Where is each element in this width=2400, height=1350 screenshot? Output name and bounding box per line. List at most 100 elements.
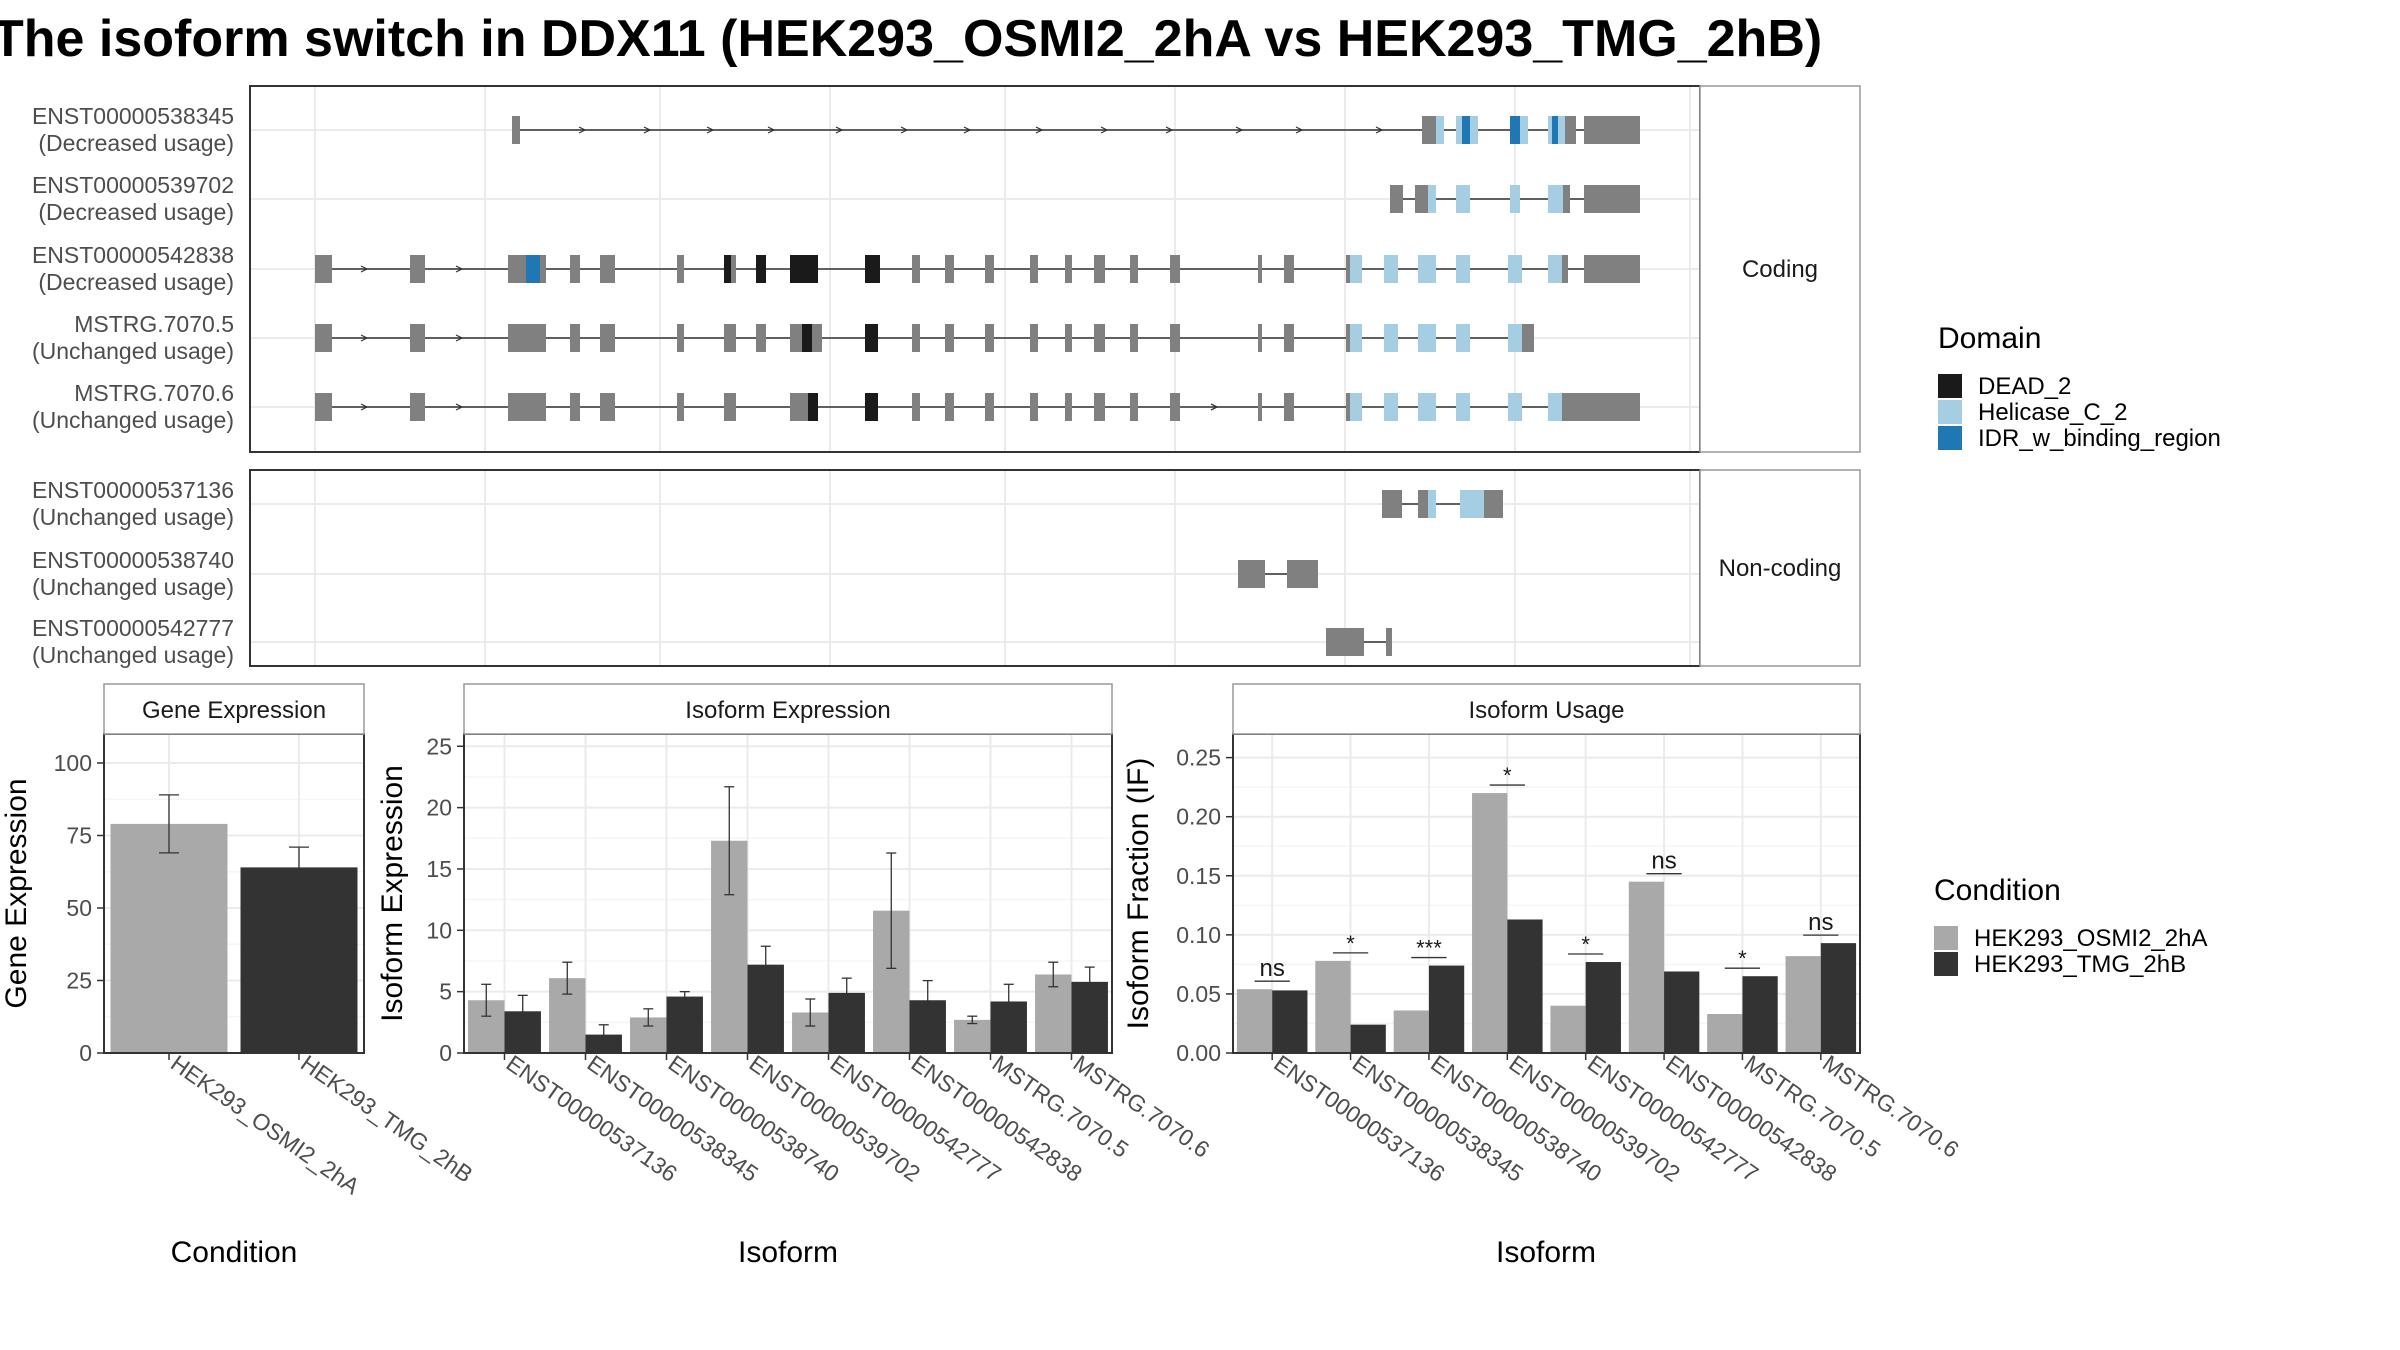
y-tick-label: 0.05 — [1176, 981, 1221, 1007]
transcript-usage-label: (Decreased usage) — [38, 199, 234, 225]
y-tick-label: 0.15 — [1176, 863, 1221, 889]
transcript-usage-label: (Unchanged usage) — [32, 642, 234, 668]
exon-coding — [1094, 324, 1105, 352]
legend-key — [1934, 926, 1958, 950]
exon-domain-helicase-c2 — [1470, 116, 1478, 144]
exon-utr — [508, 393, 546, 421]
exon-domain-helicase-c2 — [1456, 324, 1470, 352]
strand-arrow — [455, 265, 464, 273]
strand-arrow — [706, 126, 715, 134]
strand-arrow — [767, 126, 776, 134]
exon-coding — [912, 255, 920, 283]
facet-strip — [1699, 469, 1861, 667]
facet-strip-label: Isoform Usage — [1468, 697, 1624, 724]
y-axis-title: Isoform Fraction (IF) — [1122, 758, 1155, 1030]
exon-coding — [945, 255, 954, 283]
y-tick-label: 0.00 — [1176, 1040, 1221, 1066]
exon-domain-helicase-c2 — [1350, 393, 1362, 421]
bar-osmi2 — [1550, 1005, 1586, 1053]
exon-domain-helicase-c2 — [1456, 185, 1470, 213]
x-tick-label: MSTRG.7070.5 — [988, 1050, 1134, 1163]
significance-label: * — [1738, 946, 1747, 971]
exon-coding — [1522, 324, 1530, 352]
strand-arrow — [835, 126, 844, 134]
exon-domain-helicase-c2 — [1350, 255, 1362, 283]
exon-coding — [724, 393, 736, 421]
exon-domain-dead2 — [865, 393, 878, 421]
exon-domain-helicase-c2 — [1548, 185, 1563, 213]
y-tick-label: 10 — [426, 917, 452, 943]
exon-domain-helicase-c2 — [1548, 393, 1562, 421]
exon-domain-dead2 — [865, 255, 880, 283]
exon-domain-helicase-c2 — [1508, 255, 1522, 283]
significance-label: ns — [1808, 909, 1833, 936]
y-tick-label: 5 — [439, 979, 452, 1005]
bar-osmi2 — [1236, 989, 1273, 1053]
transcript-model — [1326, 628, 1392, 656]
facet-strip — [1699, 85, 1861, 453]
bar-tmg — [1742, 976, 1778, 1053]
exon-domain-helicase-c2 — [1548, 116, 1552, 144]
facet-strip — [103, 683, 365, 735]
exon-utr — [1530, 324, 1534, 352]
strand-arrow — [360, 265, 369, 273]
legend-key — [1938, 426, 1962, 450]
exon-coding — [410, 255, 425, 283]
facet-strip-label: Non-coding — [1719, 555, 1842, 582]
exon-utr — [1590, 255, 1640, 283]
exon-domain-helicase-c2 — [1384, 255, 1398, 283]
exon-coding — [1030, 393, 1038, 421]
exon-utr — [508, 324, 546, 352]
exon-coding — [1130, 255, 1138, 283]
transcript-usage-label: (Unchanged usage) — [32, 574, 234, 600]
transcript-id-label: ENST00000542838 — [32, 242, 234, 268]
facet-strip — [1232, 683, 1861, 735]
exon-coding — [410, 393, 425, 421]
exon-domain-dead2 — [790, 255, 818, 283]
exon-coding — [1563, 185, 1570, 213]
y-tick-label: 100 — [54, 750, 92, 776]
strand-arrow — [643, 126, 652, 134]
exon-coding — [1584, 116, 1603, 144]
transcript-usage-label: (Decreased usage) — [38, 269, 234, 295]
bar-osmi2 — [110, 823, 228, 1053]
transcript-id-label: ENST00000538345 — [32, 103, 234, 129]
exon-domain-helicase-c2 — [1384, 324, 1398, 352]
exon-coding — [600, 393, 615, 421]
strand-arrow — [360, 334, 369, 342]
exon-coding — [1065, 255, 1072, 283]
significance-label: ns — [1260, 955, 1285, 982]
exon-utr — [1390, 185, 1403, 213]
exon-coding — [1065, 324, 1072, 352]
y-tick-label: 15 — [426, 856, 452, 882]
exon-domain-idr — [1552, 116, 1558, 144]
exon-coding — [1562, 255, 1568, 283]
exon-domain-helicase-c2 — [1456, 393, 1470, 421]
exon-coding — [945, 324, 954, 352]
exon-coding — [1170, 324, 1180, 352]
legend-title: Condition — [1934, 874, 2061, 907]
y-axis-title: Gene Expression — [0, 778, 33, 1008]
y-tick-label: 50 — [66, 895, 92, 921]
exon-coding — [731, 255, 736, 283]
facet-strip-label: Coding — [1742, 256, 1818, 283]
exon-domain-dead2 — [865, 324, 878, 352]
exon-coding — [812, 324, 816, 352]
y-tick-label: 25 — [66, 968, 92, 994]
exon-domain-helicase-c2 — [1418, 255, 1436, 283]
exon-utr — [315, 393, 332, 421]
strand-arrow — [1375, 126, 1384, 134]
bar-tmg — [1585, 962, 1621, 1053]
exon-utr — [315, 324, 332, 352]
exon-coding — [945, 393, 954, 421]
exon-coding — [1130, 324, 1138, 352]
y-tick-label: 75 — [66, 823, 92, 849]
exon-coding — [1484, 490, 1490, 518]
facet-strip — [463, 683, 1113, 735]
exon-domain-idr — [1510, 116, 1520, 144]
exon-coding — [677, 393, 684, 421]
y-tick-label: 20 — [426, 795, 452, 821]
bar-osmi2 — [1707, 1014, 1743, 1053]
exon-domain-helicase-c2 — [1460, 490, 1484, 518]
exon-coding — [570, 393, 580, 421]
